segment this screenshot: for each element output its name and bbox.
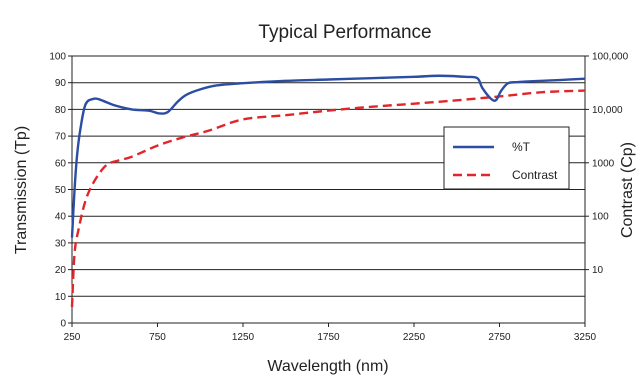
x-tick-label: 2250 [403,332,426,343]
series-layer [70,74,586,307]
y-tick-label: 20 [55,265,67,276]
y-tick-label: 40 [55,212,67,223]
x-tick-label: 2750 [488,332,511,343]
legend-box [443,126,570,190]
y-tick-label: 50 [55,185,67,196]
legend-label-transmission: %T [512,140,531,154]
grid [72,82,585,297]
series-line-contrast [70,89,586,307]
tick-labels: 0 10 20 30 40 50 60 70 80 90 100 250 750 1250 1750 2250… [49,52,628,344]
y2-tick-label: 100 [592,212,609,223]
y-tick-label: 30 [55,238,67,249]
series-line-transmission [70,74,586,238]
x-tick-label: 250 [64,332,81,343]
chart-title: Typical Performance [258,22,431,43]
y-axis-label-left: Transmission (Tp) [13,126,30,254]
y-tick-label: 90 [55,78,67,89]
y-tick-label: 70 [55,132,67,143]
y2-tick-label: 10,000 [592,105,623,116]
y-tick-label: 10 [55,292,67,303]
legend-label-contrast: Contrast [512,168,558,182]
legend: %T Contrast [443,126,570,190]
y2-tick-label: 10 [592,265,604,276]
y2-tick-label: 100,000 [592,52,629,63]
y-tick-label: 60 [55,158,67,169]
x-tick-label: 750 [149,332,166,343]
x-tick-label: 1250 [232,332,255,343]
y-tick-label: 0 [60,319,66,330]
y-axis-label-right: Contrast (Cp) [619,142,636,238]
y2-tick-label: 1000 [592,158,615,169]
y-tick-label: 80 [55,105,67,116]
y-tick-label: 100 [49,52,66,63]
x-axis-label: Wavelength (nm) [267,358,388,375]
x-tick-label: 1750 [317,332,340,343]
x-tick-label: 3250 [574,332,597,343]
